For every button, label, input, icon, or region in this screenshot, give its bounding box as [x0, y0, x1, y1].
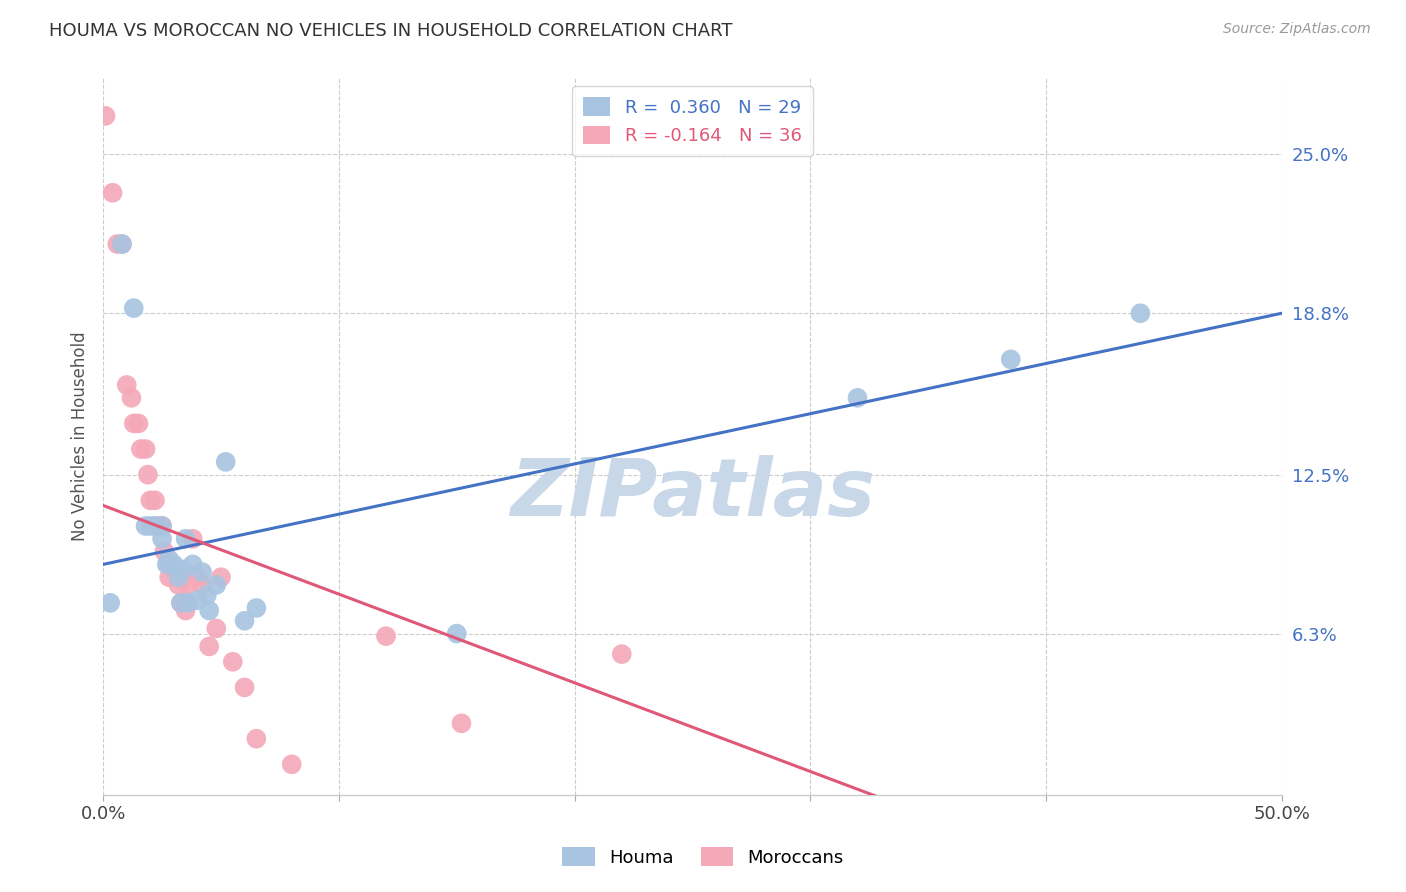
Point [191, 578, 214, 592]
Point [174, 532, 197, 546]
Point [450, 716, 472, 731]
Point [146, 519, 169, 533]
Point [177, 578, 200, 592]
Point [215, 455, 238, 469]
Point [205, 578, 228, 592]
Point [167, 578, 190, 592]
Point [209, 570, 232, 584]
Point [127, 417, 149, 431]
Y-axis label: No Vehicles in Household: No Vehicles in Household [72, 332, 89, 541]
Point [172, 562, 194, 576]
Point [143, 493, 166, 508]
Point [181, 532, 204, 546]
Point [1129, 306, 1152, 320]
Legend: Houma, Moroccans: Houma, Moroccans [555, 840, 851, 874]
Point [846, 391, 869, 405]
Point [136, 467, 159, 482]
Point [157, 552, 180, 566]
Point [111, 237, 134, 252]
Point [446, 626, 468, 640]
Point [150, 532, 173, 546]
Text: Source: ZipAtlas.com: Source: ZipAtlas.com [1223, 22, 1371, 37]
Point [222, 655, 245, 669]
Point [186, 593, 208, 607]
Point [150, 519, 173, 533]
Point [174, 603, 197, 617]
Point [157, 558, 180, 572]
Point [98, 596, 121, 610]
Point [153, 544, 176, 558]
Point [181, 558, 204, 572]
Point [205, 622, 228, 636]
Point [170, 596, 193, 610]
Point [143, 519, 166, 533]
Point [156, 558, 179, 572]
Point [375, 629, 398, 643]
Point [105, 237, 128, 252]
Point [170, 596, 193, 610]
Point [610, 647, 633, 661]
Point [101, 186, 124, 200]
Point [129, 442, 152, 456]
Point [163, 562, 186, 576]
Point [139, 519, 162, 533]
Point [122, 301, 145, 315]
Legend: R =  0.360   N = 29, R = -0.164   N = 36: R = 0.360 N = 29, R = -0.164 N = 36 [572, 87, 813, 156]
Point [198, 603, 221, 617]
Point [186, 570, 208, 584]
Point [245, 601, 267, 615]
Point [111, 237, 134, 252]
Point [167, 570, 190, 584]
Point [115, 378, 138, 392]
Point [233, 681, 256, 695]
Point [135, 442, 157, 456]
Point [280, 757, 302, 772]
Point [163, 558, 186, 572]
Point [157, 570, 180, 584]
Text: ZIPatlas: ZIPatlas [510, 455, 875, 533]
Point [198, 640, 221, 654]
Point [177, 596, 200, 610]
Point [120, 391, 142, 405]
Point [233, 614, 256, 628]
Point [94, 109, 117, 123]
Point [150, 519, 173, 533]
Point [135, 519, 157, 533]
Point [245, 731, 267, 746]
Text: HOUMA VS MOROCCAN NO VEHICLES IN HOUSEHOLD CORRELATION CHART: HOUMA VS MOROCCAN NO VEHICLES IN HOUSEHO… [49, 22, 733, 40]
Point [191, 565, 214, 579]
Point [1000, 352, 1022, 367]
Point [195, 588, 218, 602]
Point [122, 417, 145, 431]
Point [139, 493, 162, 508]
